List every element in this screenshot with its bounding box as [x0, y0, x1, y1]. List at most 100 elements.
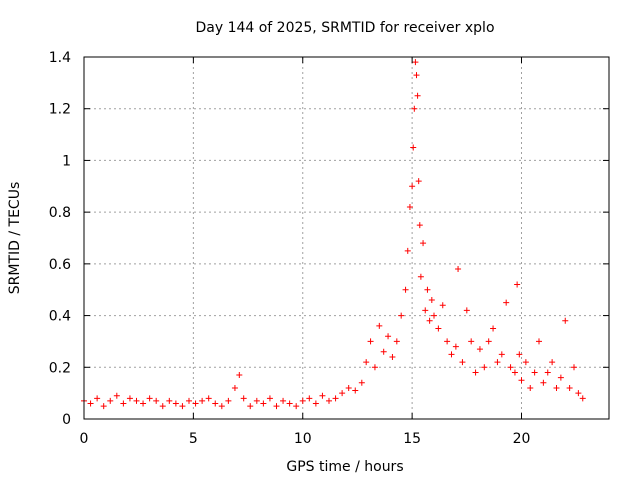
data-point	[404, 247, 411, 254]
data-point	[444, 338, 451, 345]
data-point	[426, 317, 433, 324]
data-point	[540, 379, 547, 386]
data-point	[286, 400, 293, 407]
data-point	[452, 343, 459, 350]
data-point	[531, 369, 538, 376]
data-point	[575, 390, 582, 397]
y-tick-labels: 0 0.2 0.4 0.6 0.8 1 1.2 1.4	[49, 50, 71, 428]
data-point	[218, 403, 225, 410]
data-point	[490, 325, 497, 332]
data-point	[179, 403, 186, 410]
data-point	[146, 395, 153, 402]
data-points	[81, 59, 586, 410]
y-tick-label: 0.8	[49, 205, 71, 221]
data-point	[332, 395, 339, 402]
data-point	[518, 377, 525, 384]
data-point	[481, 364, 488, 371]
data-point	[94, 395, 101, 402]
y-tick-label: 0	[62, 412, 71, 428]
data-point	[367, 338, 374, 345]
data-point	[498, 351, 505, 358]
data-point	[225, 397, 232, 404]
data-point	[273, 403, 280, 410]
data-point	[411, 105, 418, 112]
data-point	[380, 348, 387, 355]
data-point	[280, 397, 287, 404]
data-point	[339, 390, 346, 397]
plot-frame	[83, 56, 610, 420]
data-point	[385, 333, 392, 340]
data-point	[153, 397, 160, 404]
data-point	[579, 395, 586, 402]
data-point	[212, 400, 219, 407]
data-point	[410, 144, 417, 151]
y-axis-label: SRMTID / TECUs	[7, 182, 23, 295]
axis-ticks	[83, 56, 609, 420]
data-point	[231, 384, 238, 391]
data-point	[516, 351, 523, 358]
data-point	[455, 266, 462, 273]
data-point	[371, 364, 378, 371]
y-tick-label: 1.2	[49, 102, 71, 118]
data-point	[306, 395, 313, 402]
data-point	[494, 359, 501, 366]
data-point	[247, 403, 254, 410]
data-point	[345, 384, 352, 391]
chart-title: Day 144 of 2025, SRMTID for receiver xpl…	[195, 20, 494, 36]
data-point	[293, 403, 300, 410]
data-point	[557, 374, 564, 381]
data-point	[414, 92, 421, 99]
data-point	[420, 240, 427, 247]
data-point	[120, 400, 127, 407]
data-point	[476, 346, 483, 353]
data-point	[172, 400, 179, 407]
data-point	[352, 387, 359, 394]
data-point	[566, 384, 573, 391]
data-point	[468, 338, 475, 345]
data-point	[428, 297, 435, 304]
data-point	[192, 400, 199, 407]
data-point	[326, 397, 332, 404]
data-point	[439, 302, 446, 309]
x-tick-label: 20	[513, 431, 531, 447]
data-point	[536, 338, 542, 345]
data-point	[100, 403, 107, 410]
x-tick-label: 10	[294, 431, 312, 447]
data-point	[527, 384, 534, 391]
y-tick-label: 1.4	[49, 50, 71, 66]
data-point	[413, 72, 420, 79]
data-point	[107, 397, 114, 404]
data-point	[133, 397, 140, 404]
data-point	[376, 322, 383, 329]
data-point	[463, 307, 470, 314]
data-point	[422, 307, 429, 314]
y-tick-label: 1	[62, 153, 71, 169]
y-tick-label: 0.4	[49, 309, 71, 325]
data-point	[431, 312, 437, 319]
data-point	[159, 403, 166, 410]
data-point	[266, 395, 273, 402]
data-point	[199, 397, 206, 404]
data-point	[511, 369, 518, 376]
data-point	[522, 359, 529, 366]
data-point	[472, 369, 479, 376]
data-point	[435, 325, 442, 332]
data-point	[562, 317, 569, 324]
data-point	[549, 359, 556, 366]
data-point	[319, 392, 326, 399]
y-tick-label: 0.2	[49, 360, 71, 376]
data-point	[236, 372, 243, 379]
data-point	[113, 392, 120, 399]
data-point	[485, 338, 492, 345]
data-point	[459, 359, 466, 366]
data-point	[409, 183, 416, 190]
data-point	[514, 281, 521, 288]
data-point	[186, 397, 192, 404]
x-axis-label: GPS time / hours	[286, 459, 403, 475]
x-tick-label: 5	[189, 431, 198, 447]
data-point	[205, 395, 212, 402]
data-point	[417, 273, 424, 280]
data-point	[398, 312, 405, 319]
